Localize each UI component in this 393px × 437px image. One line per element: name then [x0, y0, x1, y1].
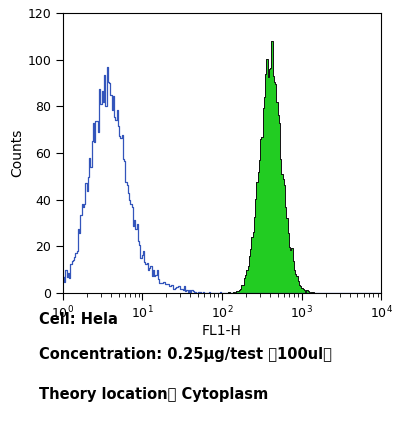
Text: Concentration: 0.25μg/test （100ul）: Concentration: 0.25μg/test （100ul）	[39, 347, 332, 362]
Text: Theory location： Cytoplasm: Theory location： Cytoplasm	[39, 387, 268, 402]
Text: Cell: Hela: Cell: Hela	[39, 312, 118, 327]
X-axis label: FL1-H: FL1-H	[202, 324, 242, 338]
Y-axis label: Counts: Counts	[11, 129, 24, 177]
